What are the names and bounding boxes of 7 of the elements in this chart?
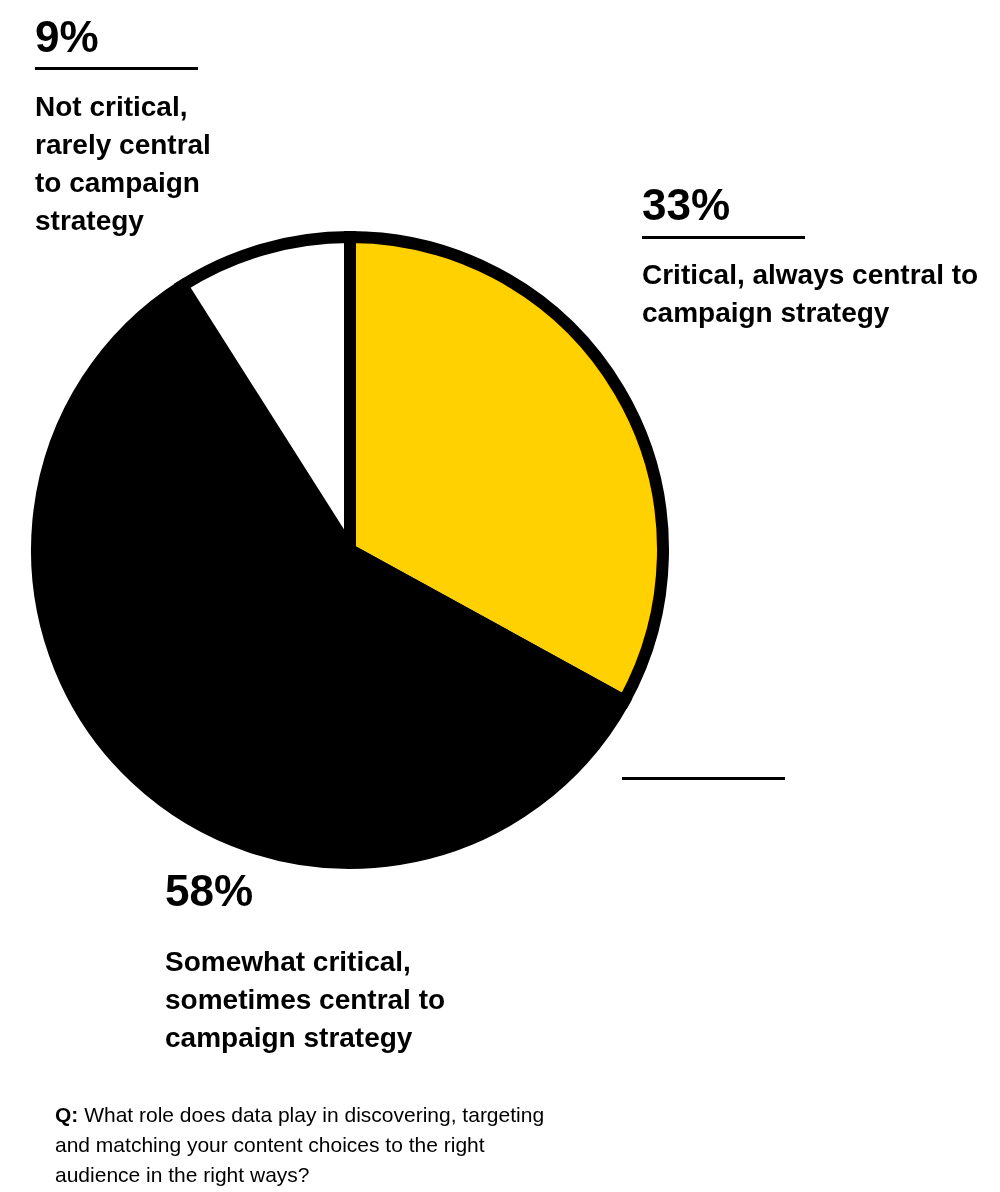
data-label: 33% [642,180,731,230]
slice-label: Critical, always central to campaign strategy [642,258,980,330]
data-label: 58% [165,866,254,916]
slice-label: Not critical, rarely central to campaign strategy [35,90,212,238]
text: Q: What role does data play in discovering, targeting and matching your content choices to the right audience in the right ways? [55,1103,545,1186]
data-label: 9% [35,12,99,62]
slice-label: Somewhat critical, sometimes central to campaign strategy [165,945,447,1055]
